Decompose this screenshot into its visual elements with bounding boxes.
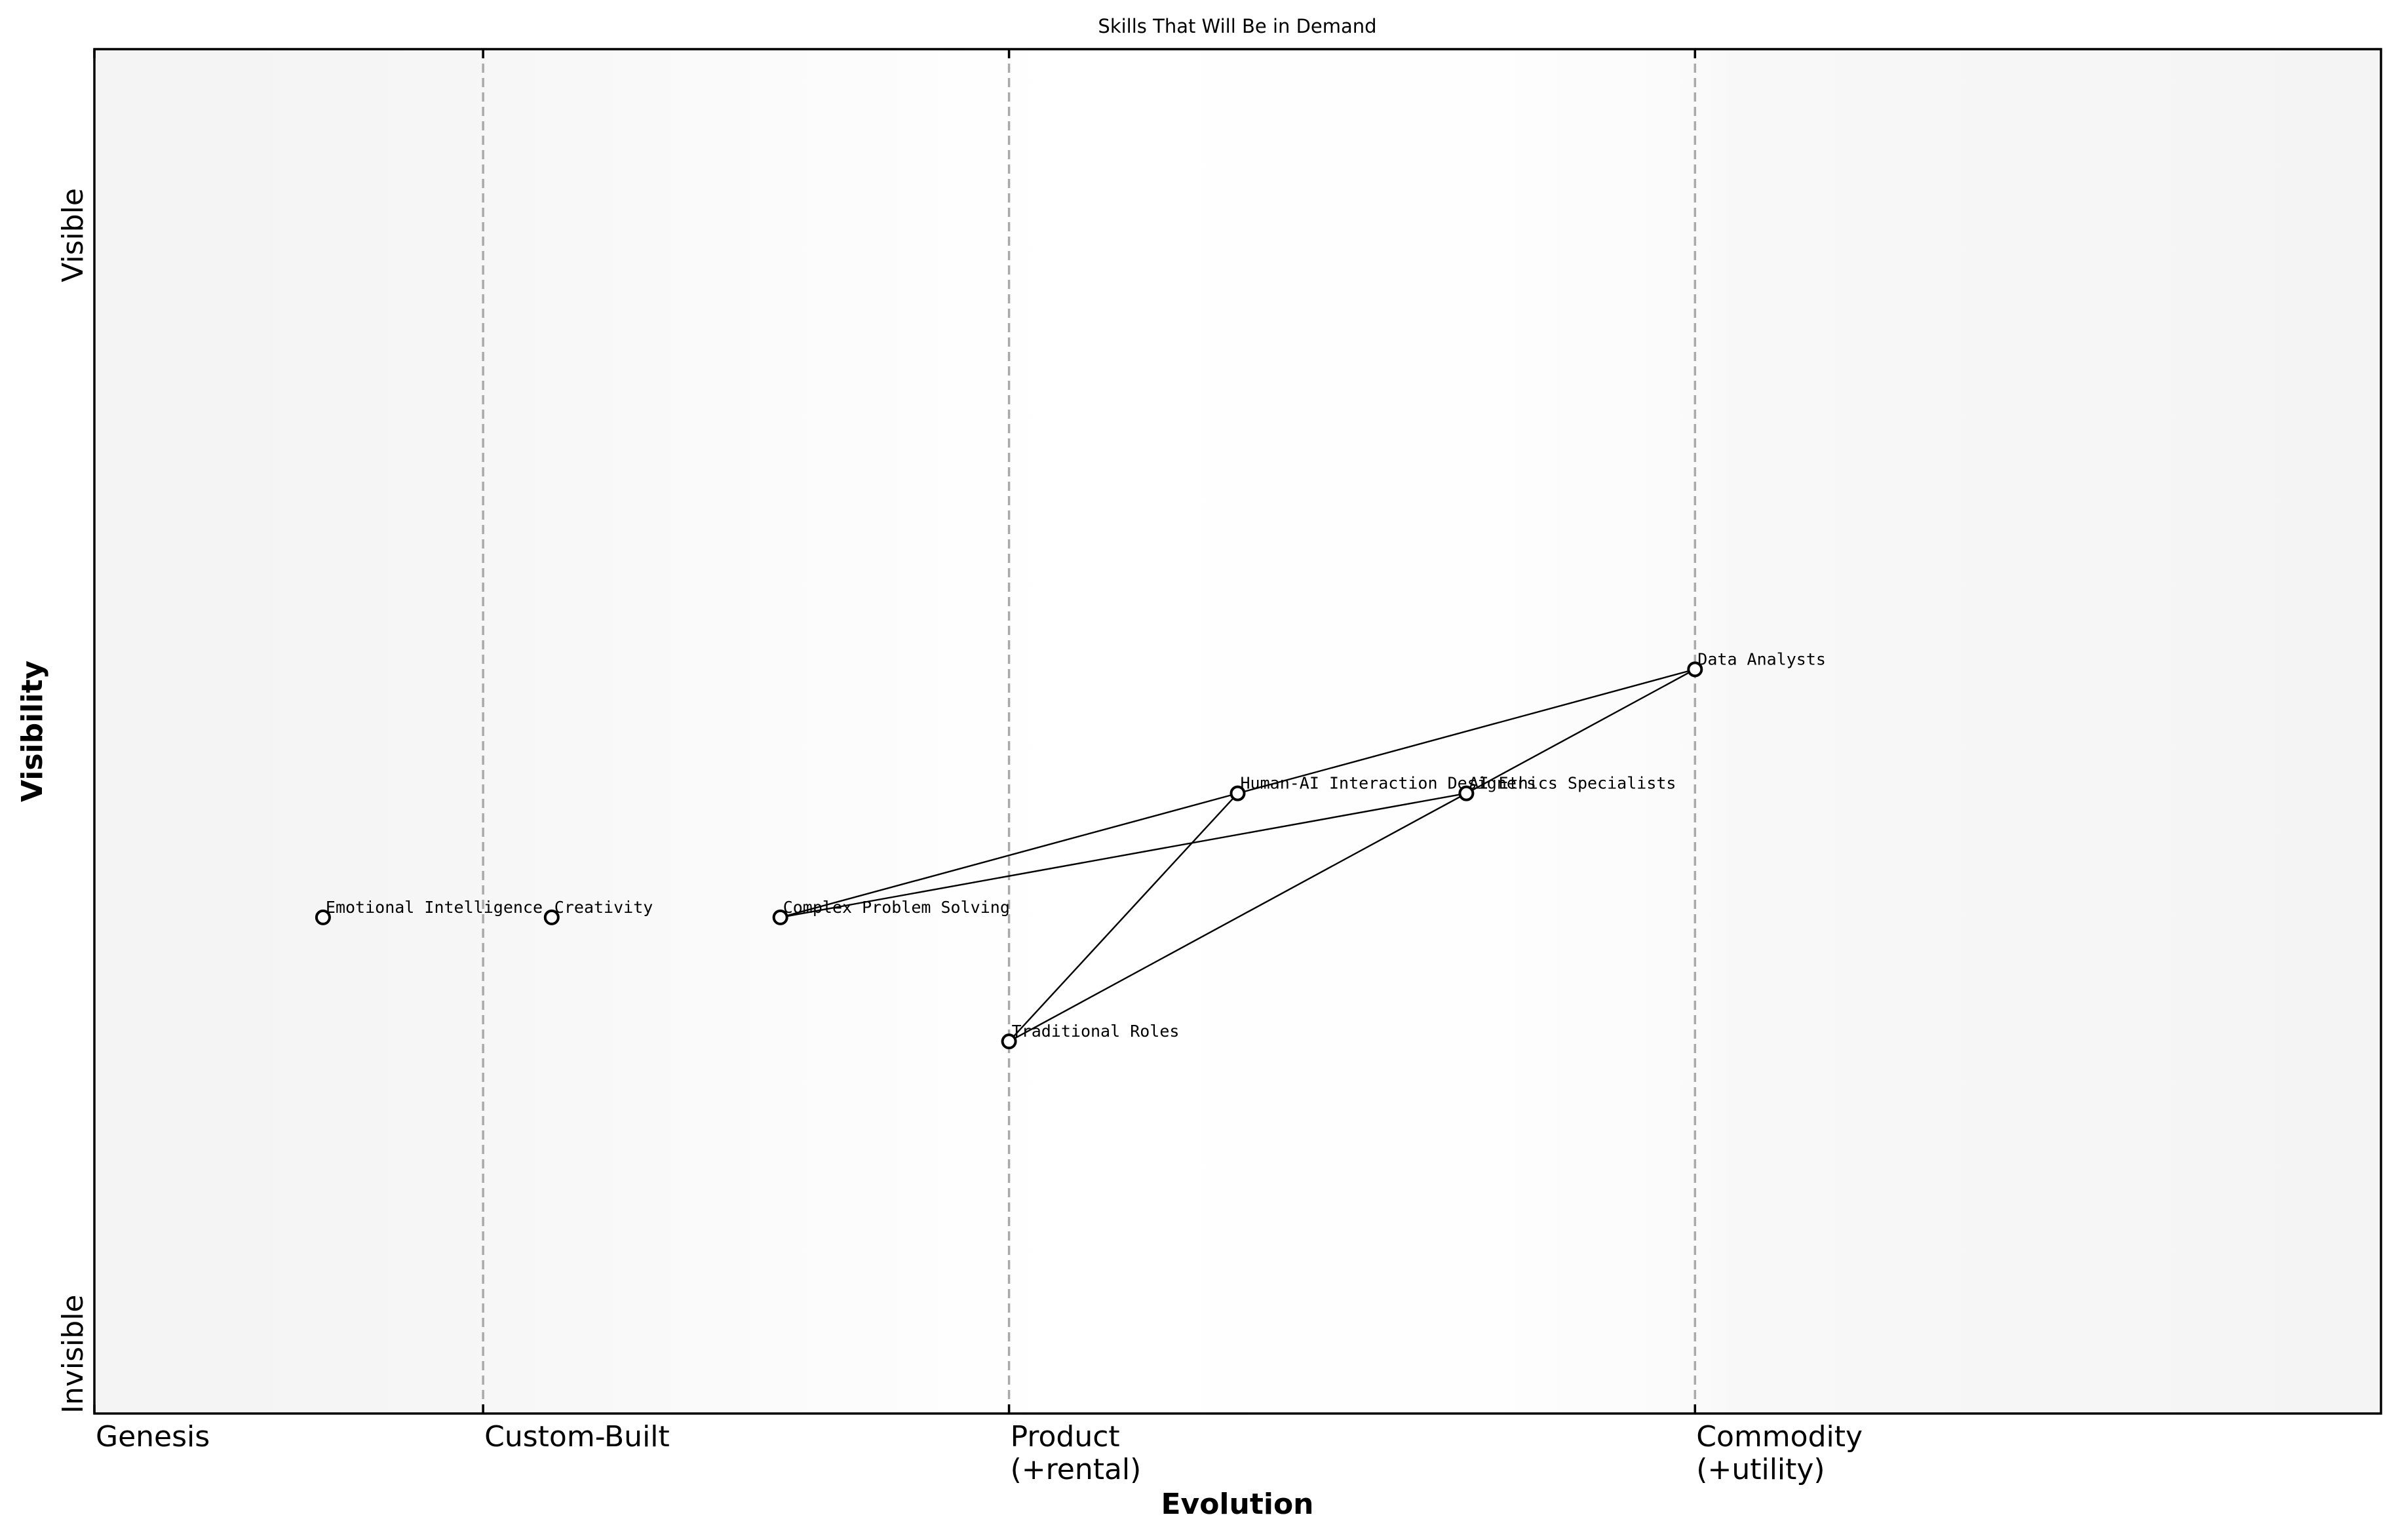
node-marker-complex-problem-solving <box>772 909 788 925</box>
node-label-data-analysts: Data Analysts <box>1697 649 1826 668</box>
x-tick-label: Custom-Built <box>484 1420 670 1453</box>
x-axis-title: Evolution <box>1161 1488 1313 1521</box>
x-tick-label: Product <box>1011 1420 1120 1453</box>
link-ai-ethics-specialists-to-traditional-roles <box>1009 792 1467 1043</box>
link-complex-problem-solving-to-human-ai-interaction-designers <box>780 792 1238 919</box>
y-tick-label: Invisible <box>56 1295 90 1414</box>
link-complex-problem-solving-to-ai-ethics-specialists <box>780 792 1467 919</box>
x-tick-label: (+rental) <box>1011 1453 1142 1486</box>
x-tick-label: (+utility) <box>1696 1453 1825 1486</box>
skill-nodes: Emotional Intelligence Creativity Complex … <box>315 649 1826 1050</box>
node-label-ai-ethics-specialists: AI Ethics Specialists <box>1469 774 1676 793</box>
node-label-creativity: Creativity <box>554 898 653 917</box>
x-axis-ticks: Genesis Custom-Built Product(+rental) Commo… <box>93 49 1863 1486</box>
dependency-links <box>780 668 1695 1043</box>
x-tick-label: Commodity <box>1696 1420 1863 1453</box>
y-axis-title: Visibility <box>16 661 49 802</box>
node-label-traditional-roles: Traditional Roles <box>1012 1022 1180 1041</box>
node-label-complex-problem-solving: Complex Problem Solving <box>783 898 1010 917</box>
chart-title: Skills That Will Be in Demand <box>1098 15 1376 37</box>
node-label-human-ai-interaction-designers: Human-AI Interaction Designers <box>1241 774 1537 793</box>
plot-frame <box>93 48 2382 1415</box>
node-marker-traditional-roles <box>1001 1033 1017 1050</box>
y-axis-ticks: Invisible Visible <box>56 188 90 1414</box>
node-marker-creativity <box>543 909 560 925</box>
link-human-ai-interaction-designers-to-traditional-roles <box>1008 792 1239 1042</box>
stage-dividers <box>482 49 1697 1414</box>
x-tick-label: Genesis <box>96 1420 210 1453</box>
node-marker-data-analysts <box>1687 661 1703 678</box>
node-label-emotional-intelligence: Emotional Intelligence <box>326 898 543 917</box>
node-marker-ai-ethics-specialists <box>1458 785 1475 801</box>
link-human-ai-interaction-designers-to-data-analysts <box>1237 668 1695 794</box>
node-marker-human-ai-interaction-designers <box>1229 785 1246 801</box>
y-tick-label: Visible <box>56 188 90 282</box>
node-marker-emotional-intelligence <box>315 909 331 925</box>
plot-area-background <box>94 49 2381 1414</box>
link-ai-ethics-specialists-to-data-analysts <box>1465 668 1695 794</box>
